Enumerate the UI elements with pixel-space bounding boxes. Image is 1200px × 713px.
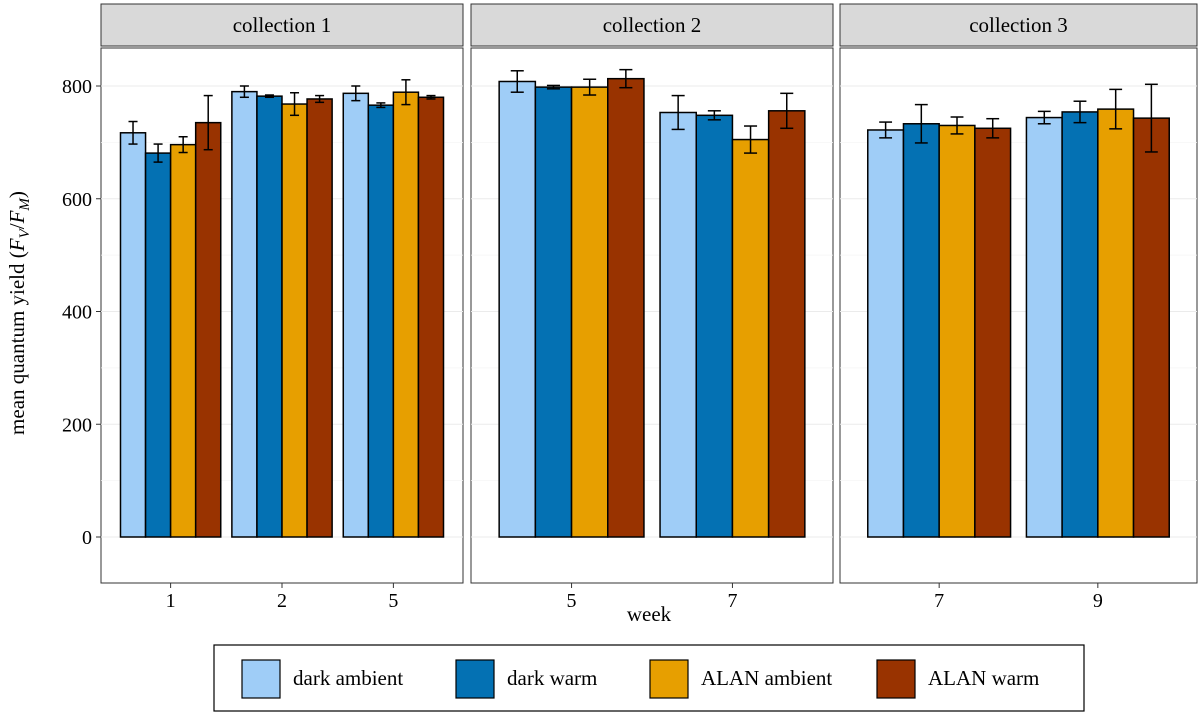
x-tick-label: 7: [727, 590, 737, 612]
legend-label: ALAN ambient: [701, 666, 832, 690]
legend-item: ALAN warm: [876, 659, 1039, 699]
bar: [659, 111, 697, 538]
panel-strip: [839, 3, 1198, 47]
legend-label: dark ambient: [293, 666, 403, 690]
panel-strip: [470, 3, 834, 47]
y-tick-label: 800: [62, 76, 92, 98]
y-axis-title-fm: F: [5, 210, 29, 224]
legend-label: dark warm: [507, 666, 597, 690]
bar: [695, 114, 734, 538]
x-tick-label: 7: [934, 590, 944, 612]
y-axis-title-slash: /: [5, 223, 29, 229]
week-group: [498, 68, 645, 538]
y-axis-title-fm-sub: M: [17, 197, 33, 212]
x-tick-label: 9: [1093, 590, 1103, 612]
bar: [144, 152, 172, 538]
bar: [169, 143, 197, 538]
panel-2: collection 2 5 7: [470, 3, 834, 612]
bar: [867, 129, 905, 538]
bar: [367, 104, 395, 538]
x-tick-label: 2: [277, 590, 287, 612]
bar: [767, 110, 806, 538]
panel-title: collection 3: [969, 13, 1068, 37]
y-tick-label: 600: [62, 189, 92, 211]
bar: [392, 91, 420, 538]
x-tick-label: 5: [567, 590, 577, 612]
bar: [231, 90, 258, 538]
bar: [119, 132, 147, 538]
y-axis-title: mean quantum yield (FV/FM): [5, 191, 33, 435]
legend-swatch: [455, 659, 495, 699]
y-axis-title-prefix: mean quantum yield (: [5, 251, 29, 435]
bar: [534, 86, 573, 538]
legend-swatch: [876, 659, 916, 699]
panel-1: collection 1 1 2 5: [100, 3, 464, 612]
legend-swatch: [241, 659, 281, 699]
bar: [607, 77, 645, 538]
legend-item: dark warm: [455, 659, 597, 699]
bar: [902, 123, 940, 538]
week-group: [867, 103, 1012, 538]
y-axis-title-fv: F: [5, 238, 29, 252]
y-tick-label: 0: [82, 527, 92, 549]
bar: [194, 121, 222, 538]
x-tick-label: 5: [388, 590, 398, 612]
bar: [731, 138, 770, 538]
bar: [417, 96, 445, 538]
y-tick-label: 200: [62, 414, 92, 436]
bar: [938, 124, 976, 538]
bar: [256, 95, 283, 538]
y-tick-label: 400: [62, 302, 92, 324]
x-tick-label: 1: [166, 590, 176, 612]
week-group: [231, 85, 333, 538]
bar: [281, 103, 308, 538]
y-axis-title-suffix: ): [5, 191, 29, 198]
legend-label: ALAN warm: [928, 666, 1039, 690]
panel-title: collection 2: [603, 13, 702, 37]
week-group: [1025, 83, 1170, 538]
bar: [1097, 108, 1135, 538]
bar: [570, 86, 609, 538]
legend-item: dark ambient: [241, 659, 403, 699]
bar: [1132, 117, 1170, 538]
bar: [342, 92, 370, 538]
panel-3: collection 3 7 9: [839, 3, 1198, 612]
bar: [1025, 116, 1063, 538]
legend-box: [213, 644, 1085, 712]
legend-item: ALAN ambient: [649, 659, 832, 699]
bar: [974, 127, 1012, 538]
week-group: [659, 92, 806, 538]
bar: [1061, 111, 1099, 538]
y-axis-title-fv-sub: V: [17, 227, 33, 238]
week-group: [342, 79, 445, 538]
legend: dark ambient dark warm ALAN ambient ALAN wa…: [213, 644, 1085, 712]
x-axis-title: week: [627, 602, 672, 626]
bar: [306, 98, 333, 538]
legend-swatch: [649, 659, 689, 699]
week-group: [119, 94, 222, 538]
bar: [498, 80, 537, 538]
panel-strip: [100, 3, 464, 47]
panel-title: collection 1: [233, 13, 332, 37]
